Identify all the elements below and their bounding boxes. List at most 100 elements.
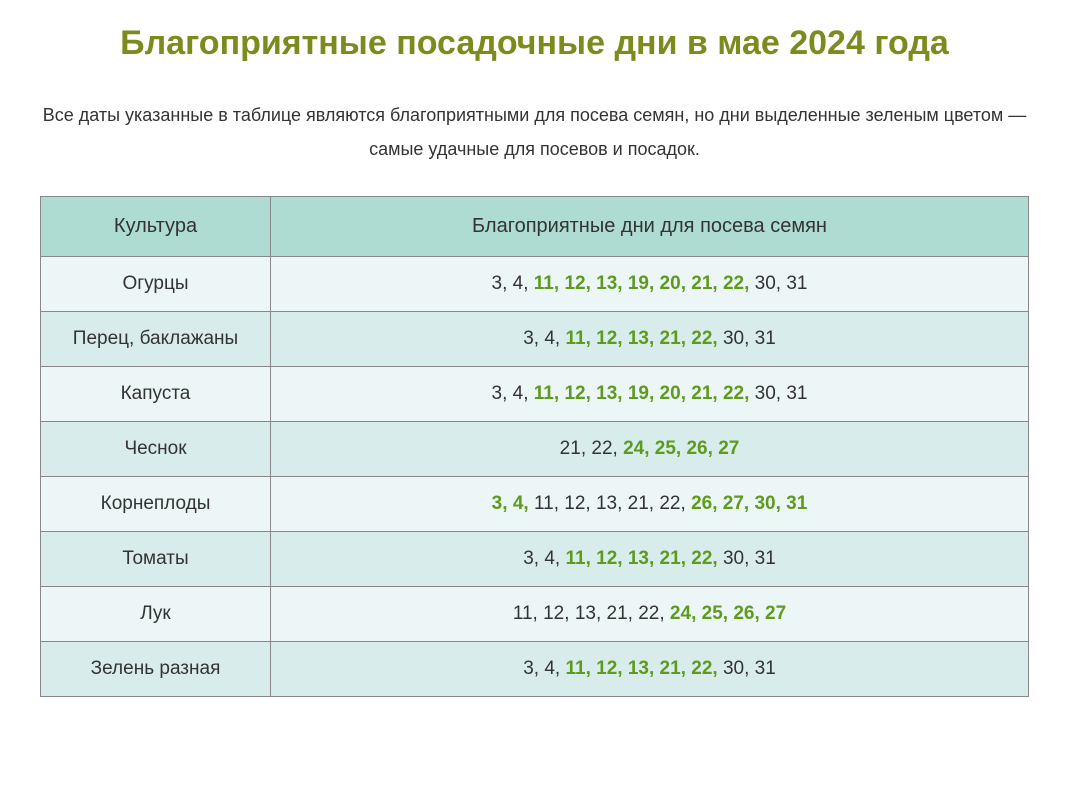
day-value: 25	[702, 603, 723, 624]
day-separator: ,	[659, 603, 670, 624]
day-separator: ,	[691, 603, 702, 624]
culture-cell: Капуста	[41, 366, 271, 421]
day-value: 22	[723, 273, 744, 294]
day-value: 30	[755, 273, 776, 294]
day-separator: ,	[776, 493, 787, 514]
day-value: 22	[691, 328, 712, 349]
day-value: 20	[660, 383, 681, 404]
day-separator: ,	[649, 273, 660, 294]
table-row: Лук11, 12, 13, 21, 22, 24, 25, 26, 27	[41, 586, 1029, 641]
day-separator: ,	[744, 273, 755, 294]
day-value: 21	[660, 658, 681, 679]
day-value: 4	[513, 493, 524, 514]
day-value: 12	[564, 493, 585, 514]
table-row: Огурцы3, 4, 11, 12, 13, 19, 20, 21, 22, …	[41, 256, 1029, 311]
day-separator: ,	[534, 548, 545, 569]
day-separator: ,	[676, 438, 687, 459]
day-separator: ,	[613, 438, 624, 459]
day-value: 25	[655, 438, 676, 459]
days-cell: 11, 12, 13, 21, 22, 24, 25, 26, 27	[271, 586, 1029, 641]
culture-cell: Перец, баклажаны	[41, 311, 271, 366]
day-value: 12	[596, 658, 617, 679]
table-body: Огурцы3, 4, 11, 12, 13, 19, 20, 21, 22, …	[41, 256, 1029, 696]
day-separator: ,	[723, 603, 734, 624]
day-value: 22	[591, 438, 612, 459]
day-value: 11	[565, 548, 585, 569]
day-value: 30	[723, 658, 744, 679]
day-separator: ,	[681, 328, 692, 349]
day-separator: ,	[523, 273, 534, 294]
day-value: 11	[513, 603, 533, 624]
table-header-row: Культура Благоприятные дни для посева се…	[41, 196, 1029, 256]
day-value: 3	[523, 328, 534, 349]
day-value: 30	[755, 383, 776, 404]
day-separator: ,	[628, 603, 639, 624]
day-value: 13	[628, 328, 649, 349]
day-separator: ,	[644, 438, 655, 459]
day-value: 3	[492, 383, 503, 404]
day-value: 30	[723, 548, 744, 569]
day-separator: ,	[617, 328, 628, 349]
day-separator: ,	[681, 658, 692, 679]
day-separator: ,	[533, 603, 544, 624]
culture-cell: Корнеплоды	[41, 476, 271, 531]
day-value: 3	[492, 273, 503, 294]
day-value: 31	[786, 493, 807, 514]
day-separator: ,	[586, 273, 597, 294]
day-separator: ,	[502, 273, 513, 294]
day-value: 11	[534, 493, 554, 514]
day-value: 22	[691, 548, 712, 569]
day-value: 20	[660, 273, 681, 294]
day-value: 4	[544, 548, 555, 569]
header-culture: Культура	[41, 196, 271, 256]
day-separator: ,	[712, 273, 723, 294]
day-separator: ,	[744, 328, 755, 349]
day-separator: ,	[596, 603, 607, 624]
day-value: 3	[523, 548, 534, 569]
days-cell: 3, 4, 11, 12, 13, 21, 22, 26, 27, 30, 31	[271, 476, 1029, 531]
page-subtitle: Все даты указанные в таблице являются бл…	[40, 98, 1029, 166]
day-separator: ,	[554, 273, 565, 294]
day-value: 13	[575, 603, 596, 624]
day-value: 27	[723, 493, 744, 514]
day-separator: ,	[581, 438, 592, 459]
day-value: 11	[565, 658, 585, 679]
day-value: 21	[691, 383, 712, 404]
day-value: 31	[786, 383, 807, 404]
days-cell: 3, 4, 11, 12, 13, 21, 22, 30, 31	[271, 311, 1029, 366]
day-value: 22	[638, 603, 659, 624]
day-separator: ,	[712, 328, 723, 349]
day-value: 12	[543, 603, 564, 624]
day-value: 31	[755, 548, 776, 569]
day-value: 11	[534, 383, 554, 404]
day-separator: ,	[649, 328, 660, 349]
day-value: 27	[718, 438, 739, 459]
day-value: 12	[596, 548, 617, 569]
day-value: 13	[596, 493, 617, 514]
day-value: 4	[544, 328, 555, 349]
day-value: 11	[534, 273, 554, 294]
day-separator: ,	[586, 658, 597, 679]
day-separator: ,	[617, 273, 628, 294]
day-separator: ,	[585, 493, 596, 514]
day-separator: ,	[617, 493, 628, 514]
day-value: 31	[755, 658, 776, 679]
day-value: 13	[596, 273, 617, 294]
day-separator: ,	[776, 273, 787, 294]
day-separator: ,	[554, 493, 565, 514]
days-cell: 21, 22, 24, 25, 26, 27	[271, 421, 1029, 476]
day-value: 12	[596, 328, 617, 349]
day-separator: ,	[754, 603, 765, 624]
day-separator: ,	[776, 383, 787, 404]
day-value: 4	[513, 273, 524, 294]
day-value: 22	[723, 383, 744, 404]
day-separator: ,	[555, 328, 566, 349]
day-separator: ,	[708, 438, 719, 459]
culture-cell: Лук	[41, 586, 271, 641]
day-value: 12	[564, 273, 585, 294]
day-value: 30	[754, 493, 775, 514]
day-separator: ,	[681, 548, 692, 569]
day-value: 13	[596, 383, 617, 404]
day-separator: ,	[649, 383, 660, 404]
day-separator: ,	[712, 658, 723, 679]
